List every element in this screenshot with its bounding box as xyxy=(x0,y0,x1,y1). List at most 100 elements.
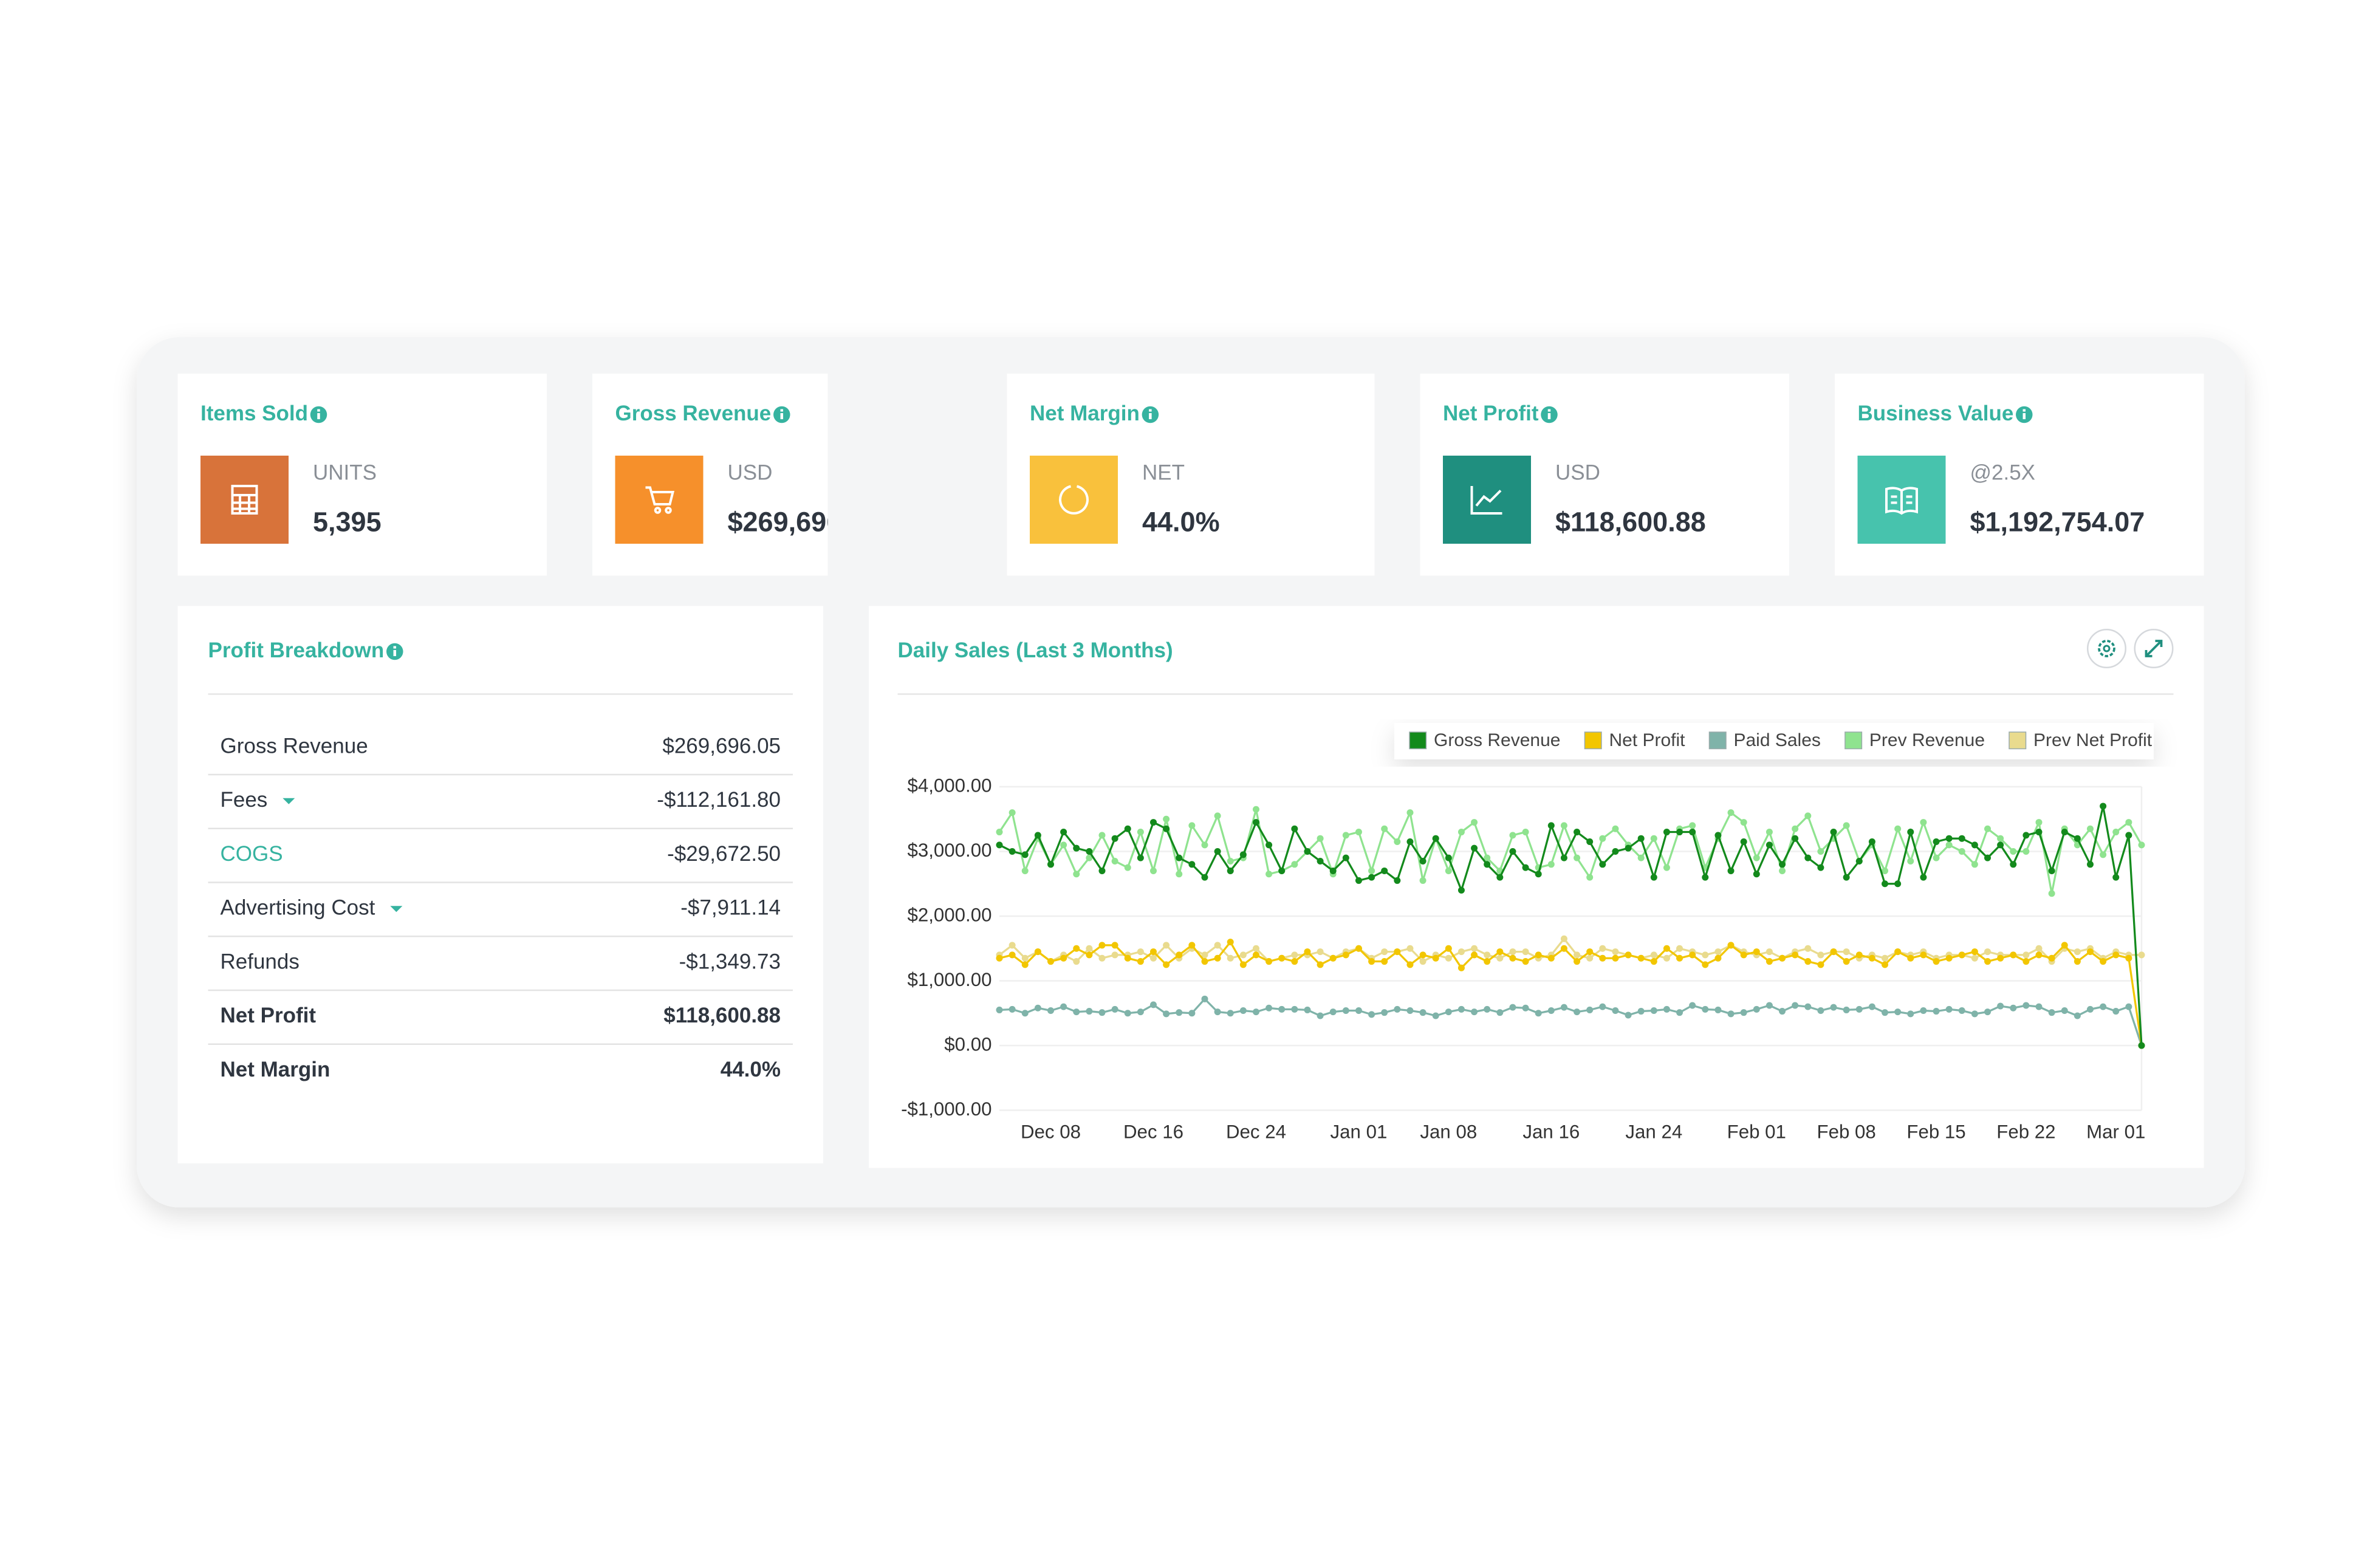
data-point xyxy=(1214,1008,1221,1016)
data-point xyxy=(1920,951,1927,959)
data-point xyxy=(1445,854,1452,861)
data-point xyxy=(1163,942,1170,949)
data-point xyxy=(1997,954,2004,962)
data-point xyxy=(1137,1008,1144,1016)
data-point xyxy=(1252,806,1259,813)
legend-swatch[interactable] xyxy=(1584,731,1602,750)
data-point xyxy=(1958,847,1965,855)
row-value: -$7,911.14 xyxy=(680,895,781,919)
data-point xyxy=(1214,942,1221,949)
x-tick-label: Dec 08 xyxy=(1021,1121,1081,1142)
expand-icon xyxy=(2145,640,2163,657)
data-point xyxy=(1060,1003,1067,1010)
data-point xyxy=(1471,945,1478,952)
data-point xyxy=(1958,1007,1965,1014)
legend-swatch[interactable] xyxy=(1409,731,1427,750)
data-point xyxy=(1547,954,1555,962)
data-point xyxy=(1394,877,1401,884)
data-point xyxy=(1009,1005,1016,1013)
settings-button[interactable] xyxy=(2086,628,2126,668)
data-point xyxy=(1252,945,1259,952)
data-point xyxy=(1381,1009,1388,1016)
data-point xyxy=(1971,861,1978,868)
data-point xyxy=(1625,951,1632,959)
data-point xyxy=(1882,867,1889,874)
data-point xyxy=(1792,1002,1799,1009)
data-point xyxy=(1779,867,1786,874)
row-value: $269,696.05 xyxy=(662,734,781,758)
data-point xyxy=(1304,1006,1311,1013)
data-point xyxy=(1098,954,1106,962)
data-point xyxy=(1239,961,1247,968)
card-unit: USD xyxy=(1555,460,1600,484)
card-value: $1,192,754.07 xyxy=(1970,506,2145,537)
legend-label[interactable]: Prev Net Profit xyxy=(2033,730,2153,750)
data-point xyxy=(1021,961,1029,968)
data-point xyxy=(2035,951,2043,959)
data-point xyxy=(1509,954,1516,962)
kpi-card: Items Sold UNITS 5,395 xyxy=(177,374,547,576)
legend-label[interactable]: Prev Revenue xyxy=(1869,730,1985,750)
data-point xyxy=(1137,958,1144,965)
row-label[interactable]: COGS xyxy=(221,842,283,866)
data-point xyxy=(996,1006,1003,1013)
data-point xyxy=(1855,951,1863,959)
legend-swatch[interactable] xyxy=(1708,731,1727,750)
data-point xyxy=(1599,1003,1606,1010)
data-point xyxy=(1650,874,1657,881)
dropdown-arrow[interactable] xyxy=(283,798,295,804)
data-point xyxy=(1176,854,1183,861)
data-point xyxy=(1843,958,1850,965)
legend-label[interactable]: Gross Revenue xyxy=(1434,730,1560,750)
data-point xyxy=(2061,829,2068,836)
chart-icon xyxy=(1470,485,1502,515)
data-point xyxy=(1933,1008,1940,1015)
data-point xyxy=(1971,841,1978,849)
data-point xyxy=(1239,851,1247,858)
data-point xyxy=(1766,829,1773,836)
data-point xyxy=(1394,1005,1401,1013)
data-point xyxy=(1612,1007,1619,1014)
data-point xyxy=(1509,832,1516,839)
data-point xyxy=(1342,1007,1349,1014)
data-point xyxy=(2022,958,2030,965)
data-point xyxy=(1317,1012,1324,1019)
legend-label[interactable]: Net Profit xyxy=(1609,730,1685,750)
data-point xyxy=(2087,948,2094,956)
y-tick-label: $2,000.00 xyxy=(907,904,991,925)
calculator-keys xyxy=(232,493,257,513)
data-point xyxy=(2061,942,2068,949)
data-point xyxy=(1047,861,1054,868)
data-point xyxy=(1586,1006,1594,1013)
data-point xyxy=(1920,819,1927,826)
data-point xyxy=(1574,854,1581,861)
row-label[interactable]: Fees xyxy=(221,788,268,812)
data-point xyxy=(2010,1004,2017,1012)
data-point xyxy=(1368,1011,1375,1018)
data-point xyxy=(1753,871,1760,878)
data-point xyxy=(1496,874,1504,881)
data-point xyxy=(1317,835,1324,842)
data-point xyxy=(1291,861,1298,868)
x-tick-label: Dec 24 xyxy=(1226,1121,1286,1142)
data-point xyxy=(1509,1004,1516,1011)
data-point xyxy=(1368,958,1375,965)
data-point xyxy=(1766,841,1773,849)
data-point xyxy=(1265,841,1273,849)
data-point xyxy=(1984,854,1992,861)
data-point xyxy=(1702,961,1709,968)
data-point xyxy=(1086,945,1093,952)
data-point xyxy=(1457,829,1465,836)
data-point xyxy=(2138,1042,2145,1049)
row-label[interactable]: Advertising Cost xyxy=(221,895,375,919)
data-point xyxy=(1098,832,1106,839)
legend-swatch[interactable] xyxy=(2009,731,2027,750)
card-icon-box xyxy=(1030,456,1118,544)
dropdown-arrow[interactable] xyxy=(390,906,403,912)
data-point xyxy=(1625,844,1632,852)
legend-label[interactable]: Paid Sales xyxy=(1733,730,1820,750)
legend-swatch[interactable] xyxy=(1844,731,1863,750)
data-point xyxy=(1637,954,1645,962)
data-point xyxy=(1920,1007,1927,1014)
data-point xyxy=(1945,835,1953,842)
